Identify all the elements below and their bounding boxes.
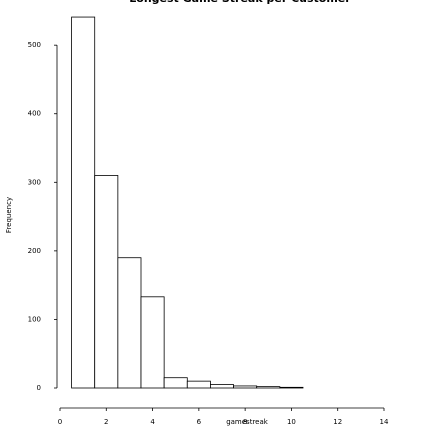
x-tick-label: 2 <box>104 418 108 426</box>
x-tick-label: 14 <box>380 418 389 426</box>
x-tick-label: 12 <box>333 418 342 426</box>
bar <box>71 16 96 389</box>
y-tick-label: 0 <box>37 384 41 392</box>
bar <box>163 377 188 389</box>
y-axis-label: Frequency <box>5 197 13 233</box>
bar <box>256 386 281 389</box>
y-tick-label: 500 <box>28 41 41 49</box>
bar <box>279 386 304 389</box>
x-tick-label: 6 <box>197 418 202 426</box>
chart-title: Longest Game Streak per Customer <box>129 0 351 5</box>
bar <box>117 257 142 389</box>
y-tick-label: 300 <box>28 178 41 186</box>
x-tick-label: 0 <box>58 418 62 426</box>
bar <box>140 296 165 389</box>
y-tick-label: 100 <box>28 315 41 323</box>
x-axis-label: gamestreak <box>226 418 269 426</box>
x-tick-label: 10 <box>287 418 296 426</box>
bar <box>233 385 258 389</box>
y-tick-label: 400 <box>28 110 41 118</box>
x-tick-label: 8 <box>243 418 247 426</box>
x-tick-label: 4 <box>150 418 155 426</box>
bar <box>210 384 234 389</box>
bar <box>94 175 119 389</box>
bar <box>186 380 211 389</box>
y-tick-label: 200 <box>28 247 41 255</box>
